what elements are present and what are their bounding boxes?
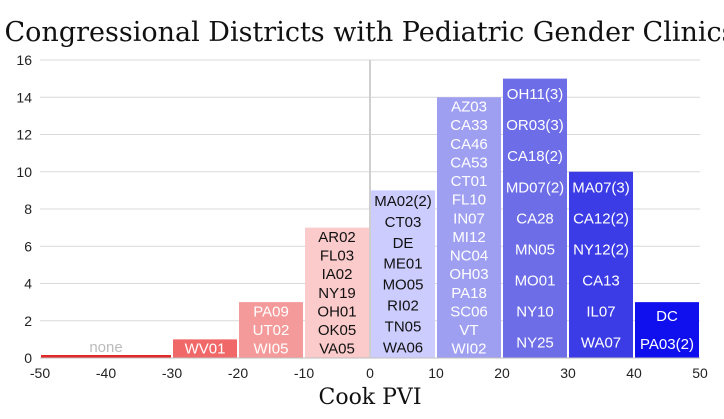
x-tick-label: -10 [294,365,314,381]
bar-label: NC04 [450,248,488,265]
y-tick-label: 2 [24,313,32,329]
bar-label: WI02 [451,341,486,358]
bar-label: OH03 [449,266,488,283]
bar-label: PA09 [253,303,289,320]
bar-label: FL03 [320,248,354,265]
bar-label: ME01 [383,256,422,273]
bar-label: WA06 [383,340,423,357]
bar-label: CA46 [450,136,488,153]
bar-label: CA28 [516,210,554,227]
histogram-bar [41,355,171,358]
x-tick-label: 30 [560,365,576,381]
bar-label: MA07(3) [572,179,630,196]
bar-label: FL10 [452,192,486,209]
x-tick-label: 20 [494,365,510,381]
bar-label: none [89,339,122,356]
y-tick-label: 14 [16,89,32,105]
bar-label: OH11(3) [507,86,563,103]
bar-label: AR02 [318,229,356,246]
histogram-bar [173,339,237,358]
histogram-bar [305,227,369,358]
y-tick-label: 10 [16,164,32,180]
bar-label: VT [459,322,478,339]
y-tick-label: 12 [16,127,32,143]
x-axis-title: Cook PVI [318,385,421,410]
axes: 0 2 4 6 8 10 12 14 16 -50 -40 -30 -20 -10 0 10 20 30 40 50 [16,52,708,381]
histogram-bar [635,302,699,358]
bar-label: CA33 [450,117,488,134]
bar-label: CA53 [450,154,488,171]
bar-label: IN07 [453,210,485,227]
bar-label: CA13 [582,272,620,289]
bar-label: SC06 [450,303,488,320]
bar-label: MI12 [452,229,485,246]
bar-label: NY25 [516,334,554,351]
x-tick-label: 50 [692,365,708,381]
bar-label: MO01 [515,272,556,289]
x-tick-label: 40 [626,365,642,381]
x-tick-label: 10 [428,365,444,381]
bar-label: DC [656,308,678,325]
bar-label: OH01 [317,303,356,320]
histogram-bar [569,171,633,358]
bar-label: CA18(2) [507,148,563,165]
y-tick-label: 16 [16,52,32,68]
y-tick-label: 4 [24,276,32,292]
y-tick-label: 6 [24,238,32,254]
x-tick-label: -20 [228,365,248,381]
bar-label: WI05 [253,341,288,358]
bar-label: MN05 [515,241,555,258]
bar-label: NY10 [516,303,554,320]
histogram-bar [437,97,501,358]
bar-label: CA12(2) [573,210,629,227]
x-tick-label: -40 [96,365,116,381]
bar-label: MO05 [383,277,424,294]
bar-label: PA03(2) [640,336,694,353]
bar-label: NY19 [318,285,356,302]
bar-label: CT03 [385,214,422,231]
histogram-bar [371,190,435,358]
x-tick-label: -30 [162,365,182,381]
x-tick-label: 0 [366,365,374,381]
bar-label: WV01 [185,341,226,358]
histogram-bar [239,302,303,358]
bar-label: TN05 [385,319,422,336]
bar-label: CT01 [451,173,488,190]
y-tick-label: 0 [24,350,32,366]
bar-label: UT02 [253,322,290,339]
bar-label: OR03(3) [506,117,564,134]
bar-label: MD07(2) [506,179,564,196]
bar-label: OK05 [318,322,356,339]
bar-label: PA18 [451,285,487,302]
y-tick-label: 8 [24,201,32,217]
x-tick-label: -50 [30,365,50,381]
bar-label: NY12(2) [573,241,629,258]
bar-label: VA05 [319,341,355,358]
histogram-bar [503,78,567,358]
bar-label: DE [393,235,414,252]
bar-label: AZ03 [451,99,487,116]
gridlines [40,59,700,359]
bar-label: IA02 [322,266,353,283]
bar-label: WA07 [581,334,621,351]
bar-label: MA02(2) [374,193,432,210]
bar-label: RI02 [387,298,419,315]
chart-title: Congressional Districts with Pediatric G… [5,17,724,48]
bar-label: IL07 [586,303,615,320]
